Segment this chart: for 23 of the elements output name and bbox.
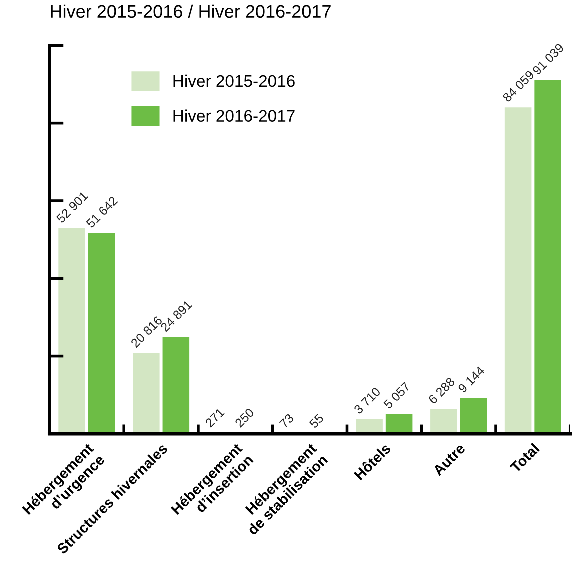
bar: [88, 233, 116, 434]
data-label: 6 288: [428, 377, 456, 405]
bar: [504, 108, 532, 434]
data-label: 271: [204, 408, 225, 428]
chart-title: Hiver 2015-2016 / Hiver 2016-2017: [51, 4, 331, 18]
bar: [430, 410, 458, 434]
bar: [460, 398, 488, 434]
data-label: 20 816: [130, 316, 163, 348]
legend-label: Hiver 2015-2016: [174, 74, 295, 88]
data-label: 250: [234, 408, 255, 428]
data-label: 9 144: [458, 366, 486, 394]
data-label: 5 057: [383, 382, 411, 410]
data-label: 84 059: [502, 70, 535, 103]
bar: [58, 228, 86, 434]
legend-label: Hiver 2016-2017: [174, 110, 295, 122]
data-label: 24 891: [160, 300, 193, 332]
bar: [534, 80, 562, 434]
data-label: 73: [279, 413, 295, 429]
data-label: 3 710: [354, 387, 382, 415]
bar: [162, 337, 190, 434]
data-label: 55: [309, 414, 324, 429]
bar: [133, 353, 160, 434]
data-label: 91 039: [532, 43, 565, 76]
